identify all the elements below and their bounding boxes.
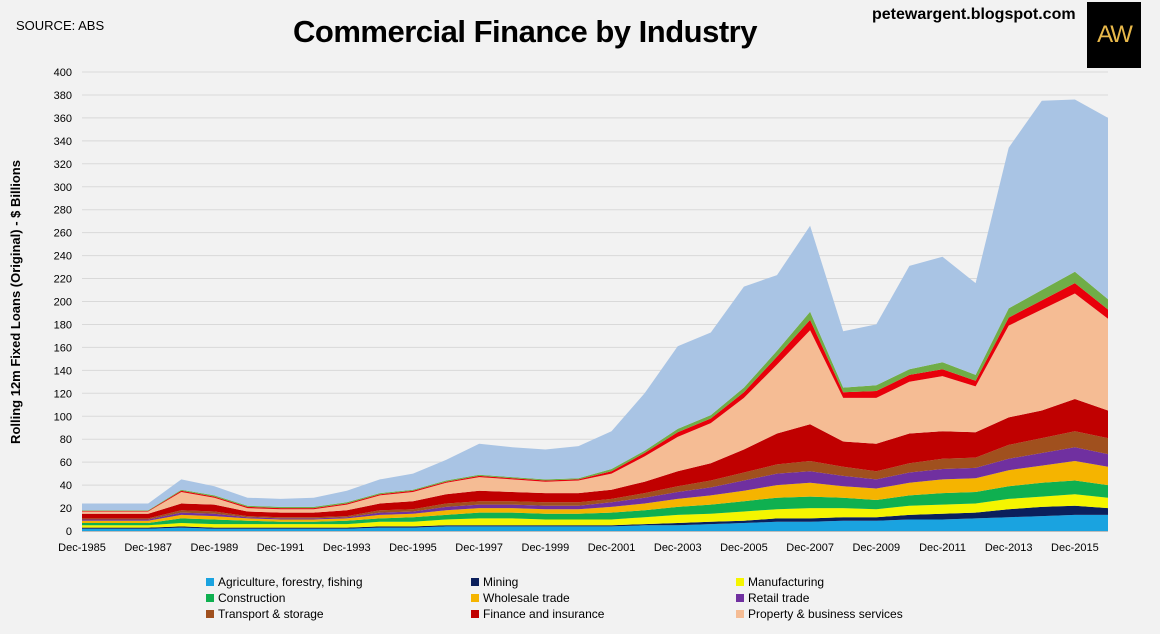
area-series-6 (82, 431, 1108, 520)
legend-swatch (471, 594, 479, 602)
area-series-1 (82, 505, 1108, 529)
x-tick-label: Dec-1995 (389, 542, 437, 554)
x-tick-label: Dec-2003 (654, 542, 702, 554)
legend-label: Construction (218, 591, 286, 605)
legend-item: Transport & storage (206, 607, 324, 621)
legend-swatch (206, 594, 214, 602)
legend-item: Construction (206, 591, 285, 605)
area-series-0 (82, 514, 1108, 531)
area-series-8 (82, 293, 1108, 514)
legend-item: Finance and insurance (471, 607, 604, 621)
legend-label: Wholesale trade (483, 591, 570, 605)
x-tick-label: Dec-2001 (588, 542, 636, 554)
y-tick-label: 220 (54, 274, 72, 286)
legend-swatch (736, 578, 744, 586)
y-tick-label: 120 (54, 388, 72, 400)
aw-logo: AW (1087, 2, 1141, 68)
source-label: SOURCE: ABS (16, 18, 105, 33)
y-tick-label: 320 (54, 159, 72, 171)
y-tick-label: 140 (54, 365, 72, 377)
legend-label: Agriculture, forestry, fishing (218, 575, 363, 589)
x-tick-label: Dec-2011 (919, 542, 966, 554)
legend-item: Wholesale trade (471, 591, 570, 605)
x-tick-label: Dec-2009 (852, 542, 900, 554)
x-tick-label: Dec-1993 (323, 542, 371, 554)
legend-swatch (206, 610, 214, 618)
legend-swatch (471, 610, 479, 618)
x-tick-label: Dec-1991 (257, 542, 305, 554)
legend-item: Mining (471, 575, 518, 589)
y-tick-label: 260 (54, 228, 72, 240)
chart-title: Commercial Finance by Industry (293, 14, 757, 49)
x-tick-label: Dec-2013 (985, 542, 1033, 554)
y-tick-label: 40 (60, 480, 72, 492)
y-tick-label: 380 (54, 90, 72, 102)
area-series-2 (82, 494, 1108, 528)
x-tick-label: Dec-1985 (58, 542, 106, 554)
legend-item: Agriculture, forestry, fishing (206, 575, 363, 589)
legend-label: Finance and insurance (483, 607, 605, 621)
y-tick-label: 280 (54, 205, 72, 217)
x-tick-label: Dec-1999 (522, 542, 570, 554)
legend-label: Mining (483, 575, 519, 589)
y-tick-label: 180 (54, 319, 72, 331)
y-tick-label: 0 (66, 526, 72, 538)
x-tick-label: Dec-1989 (191, 542, 239, 554)
y-tick-label: 340 (54, 136, 72, 148)
y-tick-label: 160 (54, 342, 72, 354)
stacked-areas (82, 99, 1108, 531)
y-tick-label: 240 (54, 251, 72, 263)
y-tick-label: 360 (54, 113, 72, 125)
area-series-7 (82, 399, 1108, 519)
x-tick-labels: Dec-1985 Dec-1987 Dec-1989 Dec-1991 Dec-1993… (58, 542, 1099, 554)
area-series-11 (82, 99, 1108, 511)
area-series-5 (82, 447, 1108, 521)
legend-label: Manufacturing (748, 575, 825, 589)
blog-url: petewargent.blogspot.com (872, 6, 1076, 23)
x-tick-label: Dec-2015 (1051, 542, 1099, 554)
area-series-4 (82, 461, 1108, 523)
y-tick-labels: 0 20 40 60 80 100 120 140 160 180 200 220 240 260 280 3… (54, 67, 72, 538)
y-axis-label: Rolling 12m Fixed Loans (Original) - $ B… (8, 160, 23, 444)
legend-swatch (736, 610, 744, 618)
y-tick-label: 400 (54, 67, 72, 79)
legend-label: Transport & storage (218, 607, 324, 621)
y-tick-label: 100 (54, 411, 72, 423)
legend-item: Retail trade (736, 591, 809, 605)
x-tick-label: Dec-1997 (455, 542, 503, 554)
area-series-3 (82, 480, 1108, 526)
legend-swatch (471, 578, 479, 586)
y-tick-label: 200 (54, 297, 72, 309)
x-tick-label: Dec-1987 (124, 542, 172, 554)
y-tick-label: 80 (60, 434, 72, 446)
y-tick-label: 300 (54, 182, 72, 194)
legend-label: Property & business services (748, 607, 903, 621)
legend-item: Property & business services (736, 607, 903, 621)
legend-item: Manufacturing (736, 575, 824, 589)
x-tick-label: Dec-2007 (786, 542, 834, 554)
legend-label: Retail trade (748, 591, 810, 605)
legend-swatch (736, 594, 744, 602)
legend-swatch (206, 578, 214, 586)
y-tick-label: 20 (60, 503, 72, 515)
x-tick-label: Dec-2005 (720, 542, 768, 554)
y-tick-label: 60 (60, 457, 72, 469)
